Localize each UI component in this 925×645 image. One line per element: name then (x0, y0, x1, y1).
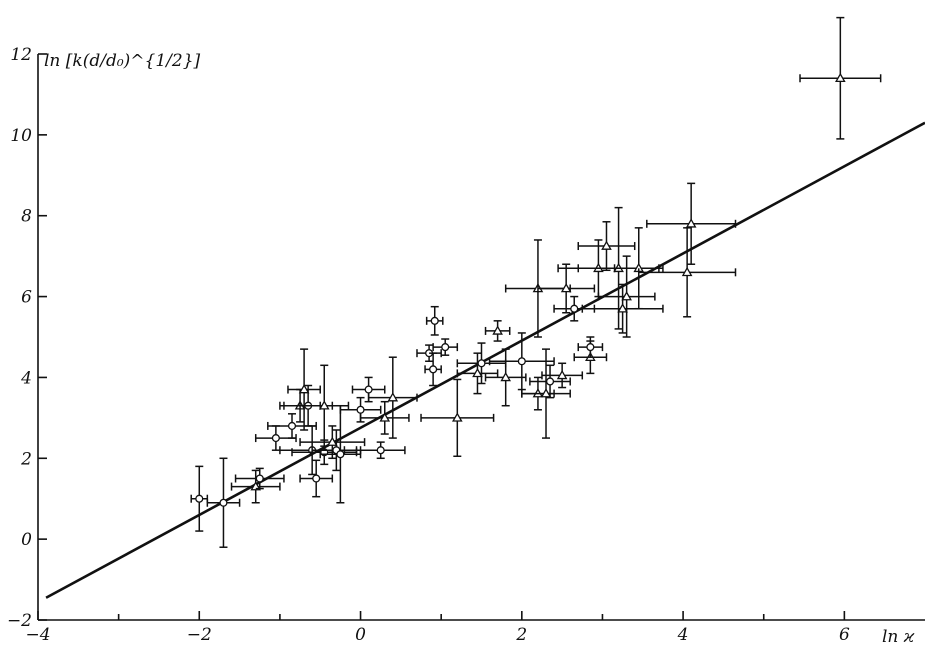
data-point (521, 348, 571, 439)
circle-marker (517, 357, 526, 366)
circle-marker (477, 359, 486, 368)
x-tick-label: 2 (515, 625, 527, 645)
data-point (537, 263, 596, 314)
data-point (637, 227, 737, 318)
data-point (488, 332, 555, 391)
data-point (456, 352, 499, 395)
triangle-marker (492, 325, 503, 335)
data-point (416, 344, 442, 363)
x-tick-label: −2 (187, 625, 212, 645)
triangle-marker (556, 369, 568, 380)
data-point (351, 376, 386, 403)
triangle-marker (472, 367, 483, 378)
triangle-marker (540, 388, 552, 398)
y-tick-label: 6 (21, 288, 32, 308)
y-tick-label: 8 (21, 207, 32, 227)
triangle-marker (621, 291, 632, 301)
circle-marker (195, 494, 204, 503)
data-point (577, 336, 604, 358)
data-point (424, 352, 442, 387)
fit-line (45, 121, 925, 599)
y-axis-label: ln [k(d/d₀)^{1/2}] (44, 51, 201, 71)
circle-marker (545, 377, 555, 386)
triangle-marker (451, 412, 463, 422)
circle-marker (356, 405, 365, 414)
data-point (529, 364, 571, 399)
triangle-marker (500, 371, 512, 382)
data-point (311, 429, 362, 472)
data-point (484, 320, 511, 342)
triangle-marker (617, 303, 628, 313)
data-point (359, 400, 410, 435)
y-tick-label: −2 (7, 611, 32, 631)
data-point (287, 348, 321, 431)
data-point (541, 362, 584, 389)
fit-line-group (45, 121, 925, 599)
data-point (581, 283, 664, 334)
triangle-marker (387, 392, 399, 402)
triangle-marker (318, 400, 330, 410)
y-ticks: −2 0 2 4 6 8 10 12 (7, 45, 47, 631)
circle-marker (429, 365, 438, 374)
y-tick-label: 2 (20, 449, 32, 469)
data-point (799, 16, 882, 140)
data-point (319, 404, 362, 504)
data-points (190, 16, 882, 548)
triangle-marker (685, 218, 697, 228)
data-point (456, 342, 507, 385)
circle-marker (312, 474, 321, 483)
y-tick-label: 4 (20, 368, 32, 388)
triangle-marker (560, 282, 572, 293)
data-point (577, 221, 636, 272)
circle-marker (570, 304, 579, 313)
data-point (484, 348, 527, 407)
circle-marker (287, 421, 297, 430)
data-point (613, 227, 664, 310)
data-point (299, 459, 334, 498)
circle-marker (430, 316, 439, 325)
y-tick-label: 10 (10, 126, 32, 146)
x-tick-label: 6 (839, 625, 850, 645)
data-point (299, 364, 350, 447)
axes (37, 54, 925, 621)
data-point (206, 457, 241, 548)
data-point (425, 305, 444, 336)
triangle-marker (327, 436, 338, 446)
circle-marker (586, 343, 595, 352)
triangle-marker (601, 240, 612, 250)
circle-marker (336, 450, 345, 459)
circle-marker (255, 474, 264, 483)
data-point (230, 469, 281, 504)
data-point (355, 441, 406, 460)
data-point (432, 338, 459, 356)
triangle-marker (835, 72, 846, 83)
data-point (597, 255, 656, 338)
triangle-marker (379, 412, 391, 422)
data-point (646, 182, 737, 265)
x-ticks: −4 −2 0 2 4 6 (25, 611, 850, 645)
y-tick-label: 12 (10, 45, 32, 65)
circle-marker (219, 498, 228, 507)
circle-marker (271, 434, 280, 443)
data-point (234, 467, 285, 490)
data-point (190, 465, 209, 532)
data-point (420, 378, 495, 458)
circle-marker (376, 446, 385, 455)
x-tick-label: 0 (355, 625, 366, 645)
triangle-marker (681, 266, 693, 277)
circle-marker (441, 343, 450, 352)
x-tick-label: 4 (677, 625, 689, 645)
triangle-marker (298, 384, 310, 394)
y-tick-label: 0 (21, 530, 32, 550)
circle-marker (364, 385, 373, 394)
x-axis-label: ln ϰ (882, 627, 915, 645)
x-tick-label: −4 (25, 625, 50, 645)
data-point (367, 356, 418, 439)
data-point (299, 425, 366, 460)
